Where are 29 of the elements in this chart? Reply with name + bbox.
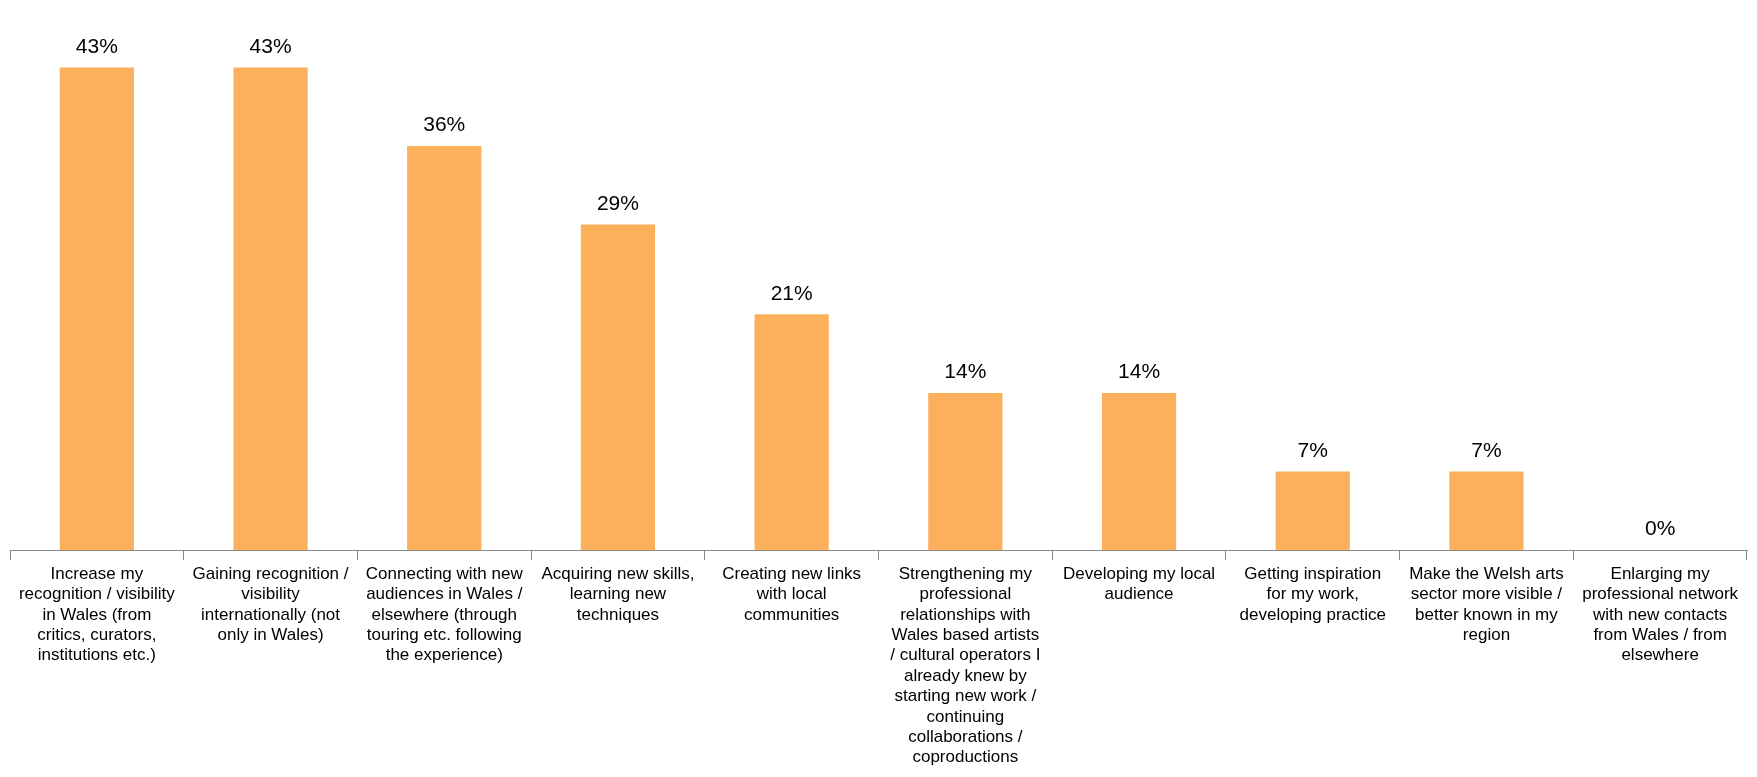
category-label: Strengthening my professional relationships with Wales based artists / cultural operators I already knew by starting new work / continuing collaborations / coproductions (890, 563, 1041, 767)
bar (754, 314, 829, 550)
x-tick-label: Enlarging my professional network with new contacts from Wales / from elsewhere (1582, 563, 1739, 665)
data-label: 36% (423, 112, 466, 136)
bar (1275, 471, 1350, 550)
data-label: 29% (596, 190, 639, 214)
x-tick-label: Connecting with new audiences in Wales / elsewhere (through touring etc. following the experience) (365, 563, 524, 665)
data-label: 7% (1471, 437, 1502, 461)
x-tick-label: Increase my recognition / visibility in Wales (from critics, curators, institutions etc.) (18, 563, 176, 665)
x-tick-label: Developing my local audience (1062, 563, 1216, 604)
data-label: 7% (1297, 437, 1328, 461)
bar (1101, 392, 1177, 550)
bar (233, 67, 308, 550)
x-tick-label: Creating new links with local communities (722, 563, 862, 624)
data-label: 21% (770, 280, 813, 304)
data-label: 43% (249, 33, 292, 57)
bar (407, 146, 482, 550)
bar (580, 224, 656, 550)
data-label: 14% (944, 359, 987, 383)
x-tick-label: Acquiring new skills, learning new techniques (541, 563, 695, 624)
data-label: 14% (1118, 359, 1161, 383)
bar (928, 392, 1003, 550)
x-tick-label: Getting inspiration for my work, developing practice (1239, 563, 1386, 624)
bar (1449, 471, 1524, 550)
bar (59, 67, 134, 550)
x-tick-label: Gaining recognition / visibility internationally (not only in Wales) (192, 563, 349, 645)
data-label: 0% (1644, 516, 1676, 540)
x-tick-label: Make the Welsh arts sector more visible / better known in my region (1409, 563, 1564, 645)
data-label: 43% (75, 33, 118, 57)
